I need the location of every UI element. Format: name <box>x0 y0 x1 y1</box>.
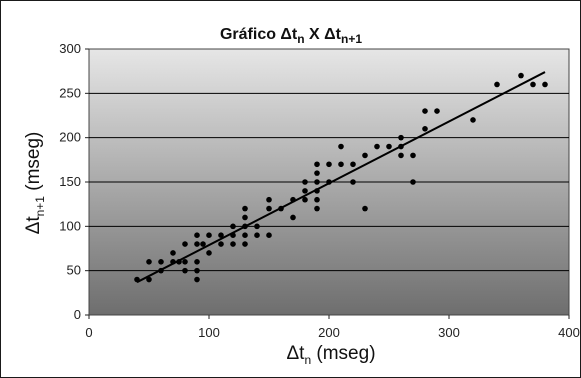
data-point <box>182 268 188 274</box>
data-point <box>194 259 200 265</box>
data-point <box>266 232 272 238</box>
data-point <box>194 277 200 283</box>
x-axis-label: Δtn (mseg) <box>286 343 375 367</box>
data-point <box>254 224 260 230</box>
data-point <box>170 250 176 256</box>
data-point <box>206 232 212 238</box>
data-point <box>326 179 332 185</box>
data-point <box>338 144 344 150</box>
data-point <box>410 153 416 159</box>
data-point <box>194 241 200 247</box>
data-point <box>206 250 212 256</box>
data-point <box>518 73 524 79</box>
data-point <box>278 206 284 212</box>
data-point <box>182 241 188 247</box>
data-point <box>314 197 320 203</box>
data-point <box>242 232 248 238</box>
data-point <box>326 161 332 167</box>
data-point <box>422 108 428 114</box>
data-point <box>530 82 536 88</box>
data-point <box>350 179 356 185</box>
data-point <box>194 268 200 274</box>
data-point <box>314 179 320 185</box>
data-point <box>266 197 272 203</box>
data-point <box>230 224 236 230</box>
data-point <box>158 268 164 274</box>
data-point <box>218 232 224 238</box>
data-point <box>242 224 248 230</box>
data-point <box>146 259 152 265</box>
data-point <box>470 117 476 123</box>
data-point <box>398 153 404 159</box>
data-point <box>314 188 320 194</box>
data-point <box>542 82 548 88</box>
data-point <box>374 144 380 150</box>
data-point <box>302 188 308 194</box>
y-tick-label: 200 <box>59 130 81 145</box>
data-point <box>266 206 272 212</box>
data-point <box>242 215 248 221</box>
x-tick-label: 200 <box>318 325 340 340</box>
data-point <box>398 144 404 150</box>
y-axis-label: Δtn+1 (mseg) <box>23 132 47 235</box>
data-point <box>218 241 224 247</box>
y-tick-label: 50 <box>67 263 81 278</box>
x-tick-label: 0 <box>85 325 92 340</box>
data-point <box>242 241 248 247</box>
data-point <box>170 259 176 265</box>
data-point <box>176 259 182 265</box>
data-point <box>200 241 206 247</box>
y-tick-label: 0 <box>74 307 81 322</box>
data-point <box>410 179 416 185</box>
data-point <box>158 259 164 265</box>
y-tick-label: 150 <box>59 174 81 189</box>
data-point <box>302 197 308 203</box>
data-point <box>146 277 152 283</box>
data-point <box>194 232 200 238</box>
data-point <box>362 206 368 212</box>
x-tick-label: 300 <box>438 325 460 340</box>
data-point <box>230 241 236 247</box>
data-point <box>314 206 320 212</box>
data-point <box>302 179 308 185</box>
data-point <box>182 259 188 265</box>
data-point <box>230 232 236 238</box>
data-point <box>290 215 296 221</box>
y-tick-label: 100 <box>59 218 81 233</box>
data-point <box>314 161 320 167</box>
chart-title: Gráfico Δtn X Δtn+1 <box>220 26 362 46</box>
data-point <box>314 170 320 176</box>
data-point <box>338 161 344 167</box>
data-point <box>386 144 392 150</box>
data-point <box>362 153 368 159</box>
data-point <box>254 232 260 238</box>
data-point <box>422 126 428 132</box>
data-point <box>398 135 404 141</box>
data-point <box>494 82 500 88</box>
y-tick-label: 250 <box>59 85 81 100</box>
x-tick-label: 400 <box>558 325 580 340</box>
data-point <box>434 108 440 114</box>
data-point <box>350 161 356 167</box>
data-point <box>290 197 296 203</box>
y-tick-label: 300 <box>59 41 81 56</box>
data-point <box>134 277 140 283</box>
x-tick-label: 100 <box>198 325 220 340</box>
data-point <box>242 206 248 212</box>
